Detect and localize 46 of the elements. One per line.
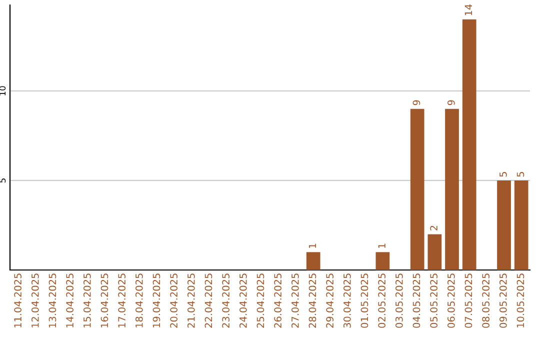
x-tick-label: 19.04.2025 xyxy=(152,274,160,328)
x-tick-label: 12.04.2025 xyxy=(31,274,39,328)
data-label: 5 xyxy=(500,172,507,177)
data-label: 9 xyxy=(412,100,420,106)
x-tick-label: 23.04.2025 xyxy=(222,274,230,328)
x-tick-label: 30.04.2025 xyxy=(343,274,351,328)
data-label: 14 xyxy=(464,4,472,16)
data-label: 5 xyxy=(516,172,524,177)
bar xyxy=(462,19,476,270)
x-tick-label: 26.04.2025 xyxy=(274,274,282,328)
x-tick-label: 28.04.2025 xyxy=(308,274,316,328)
x-tick-label: 27.04.2025 xyxy=(291,274,299,328)
x-tick-label: 08.05.2025 xyxy=(482,274,490,328)
x-tick-label: 24.04.2025 xyxy=(239,274,247,328)
x-tick-label: 25.04.2025 xyxy=(256,274,264,328)
data-label: 1 xyxy=(378,244,386,248)
x-tick-label: 16.04.2025 xyxy=(100,274,108,328)
data-label: 1 xyxy=(308,244,316,248)
bar xyxy=(497,180,511,270)
x-tick-label: 29.04.2025 xyxy=(326,274,334,328)
bar xyxy=(376,252,390,270)
bar xyxy=(410,108,424,270)
data-label: 9 xyxy=(447,100,455,106)
x-tick-label: 01.05.2025 xyxy=(360,274,368,328)
data-label: 2 xyxy=(430,226,438,230)
x-tick-label: 17.04.2025 xyxy=(118,274,126,328)
x-tick-label: 07.05.2025 xyxy=(464,274,472,328)
bar xyxy=(428,234,442,270)
bar xyxy=(306,252,320,270)
x-tick-label: 03.05.2025 xyxy=(395,274,403,328)
x-tick-label: 14.04.2025 xyxy=(66,274,74,328)
x-tick-label: 10.05.2025 xyxy=(516,274,524,328)
x-tick-label: 20.04.2025 xyxy=(170,274,178,328)
x-tick-label: 04.05.2025 xyxy=(412,274,420,328)
x-tick-label: 21.04.2025 xyxy=(187,274,195,328)
x-tick-label: 22.04.2025 xyxy=(204,274,212,328)
x-tick-label: 05.05.2025 xyxy=(430,274,438,328)
x-tick-label: 09.05.2025 xyxy=(499,274,507,328)
x-tick-label: 06.05.2025 xyxy=(447,274,455,328)
bar xyxy=(514,180,528,270)
bar xyxy=(445,108,459,270)
x-tick-label: 02.05.2025 xyxy=(378,274,386,328)
x-tick-label: 18.04.2025 xyxy=(135,274,143,328)
x-tick-label: 13.04.2025 xyxy=(48,274,56,328)
x-tick-label: 15.04.2025 xyxy=(83,274,91,328)
x-tick-label: 11.04.2025 xyxy=(14,274,22,328)
